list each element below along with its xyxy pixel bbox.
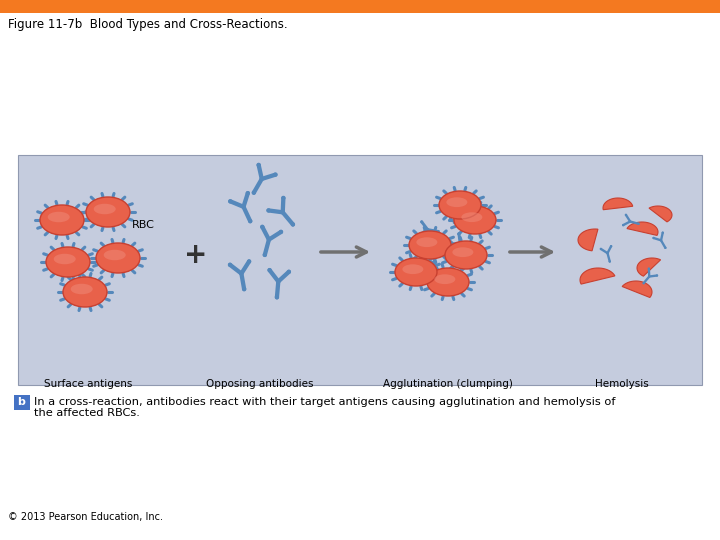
Polygon shape (627, 222, 658, 235)
Ellipse shape (652, 237, 654, 239)
Ellipse shape (434, 274, 455, 284)
Text: Opposing antibodies: Opposing antibodies (206, 379, 314, 389)
Ellipse shape (454, 206, 496, 234)
Ellipse shape (462, 212, 482, 222)
Ellipse shape (247, 259, 251, 264)
Ellipse shape (409, 231, 451, 259)
Text: Figure 11-7b  Blood Types and Cross-Reactions.: Figure 11-7b Blood Types and Cross-React… (8, 18, 287, 31)
Ellipse shape (416, 237, 437, 247)
Ellipse shape (260, 225, 264, 229)
Ellipse shape (282, 196, 286, 200)
Ellipse shape (608, 260, 611, 262)
Ellipse shape (291, 222, 295, 227)
Ellipse shape (656, 274, 658, 276)
Ellipse shape (434, 252, 438, 255)
Ellipse shape (449, 242, 452, 245)
Ellipse shape (418, 233, 421, 237)
Ellipse shape (228, 199, 233, 204)
Ellipse shape (71, 284, 93, 294)
Ellipse shape (287, 269, 291, 274)
Ellipse shape (48, 212, 70, 222)
Ellipse shape (457, 232, 460, 235)
Ellipse shape (442, 207, 445, 211)
Ellipse shape (427, 268, 469, 296)
Ellipse shape (256, 163, 261, 167)
Bar (18, 155, 702, 385)
Ellipse shape (445, 241, 487, 269)
Ellipse shape (461, 204, 464, 207)
Ellipse shape (246, 191, 250, 195)
Text: In a cross-reaction, antibodies react with their target antigens causing aggluti: In a cross-reaction, antibodies react wi… (34, 397, 616, 407)
Ellipse shape (600, 248, 602, 250)
Ellipse shape (439, 191, 481, 219)
Ellipse shape (648, 267, 650, 270)
FancyBboxPatch shape (14, 395, 30, 409)
Ellipse shape (438, 271, 441, 274)
Ellipse shape (395, 258, 437, 286)
Ellipse shape (449, 219, 451, 222)
Ellipse shape (273, 172, 278, 177)
Ellipse shape (94, 204, 116, 214)
Ellipse shape (275, 295, 279, 300)
Ellipse shape (263, 253, 267, 257)
Ellipse shape (46, 247, 90, 277)
Ellipse shape (642, 282, 645, 285)
Bar (0, 0, 720, 13)
Polygon shape (622, 281, 652, 298)
Ellipse shape (266, 208, 271, 213)
Ellipse shape (228, 262, 233, 267)
Ellipse shape (96, 243, 140, 273)
Ellipse shape (242, 287, 246, 292)
Ellipse shape (104, 249, 126, 260)
Ellipse shape (610, 245, 612, 247)
Polygon shape (580, 268, 615, 284)
Ellipse shape (625, 214, 627, 216)
Ellipse shape (420, 220, 423, 224)
Ellipse shape (54, 254, 76, 264)
Polygon shape (637, 258, 661, 276)
Ellipse shape (622, 224, 624, 226)
Text: Surface antigens: Surface antigens (44, 379, 132, 389)
Ellipse shape (664, 247, 667, 249)
Text: b: b (17, 397, 25, 407)
Ellipse shape (252, 191, 256, 195)
Text: Agglutination (clumping): Agglutination (clumping) (383, 379, 513, 389)
Text: the affected RBCs.: the affected RBCs. (34, 408, 140, 418)
Ellipse shape (248, 219, 253, 224)
Ellipse shape (267, 268, 271, 272)
Ellipse shape (423, 259, 426, 261)
Ellipse shape (637, 222, 639, 225)
Ellipse shape (452, 247, 473, 257)
Ellipse shape (662, 232, 664, 234)
Ellipse shape (279, 230, 283, 234)
Ellipse shape (86, 197, 130, 227)
Text: Hemolysis: Hemolysis (595, 379, 649, 389)
Ellipse shape (467, 249, 470, 252)
Ellipse shape (63, 277, 107, 307)
Ellipse shape (437, 230, 440, 233)
Text: +: + (184, 241, 207, 269)
Text: RBC: RBC (132, 220, 155, 230)
Text: © 2013 Pearson Education, Inc.: © 2013 Pearson Education, Inc. (8, 512, 163, 522)
Ellipse shape (402, 264, 423, 274)
Polygon shape (578, 229, 598, 251)
Ellipse shape (446, 197, 467, 207)
Polygon shape (603, 198, 633, 210)
Ellipse shape (40, 205, 84, 235)
Polygon shape (649, 206, 672, 222)
